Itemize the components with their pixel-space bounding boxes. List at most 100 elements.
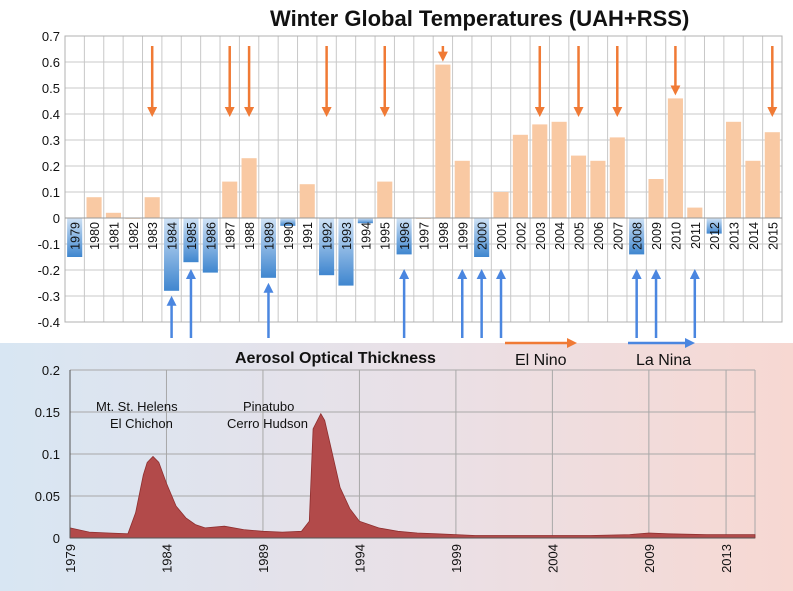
x-tick-label-1987: 1987	[224, 222, 238, 250]
aot-x-tick-label-1984: 1984	[159, 544, 174, 573]
temperature-bar-chart: 0.7 0.6 0.5 0.4 0.3 0.2 0.1 0 -0.1 -0.2 -0.3 -0.4 19…	[38, 29, 783, 338]
bar-2012	[706, 218, 722, 234]
y-tick-label: -0.2	[38, 263, 60, 278]
legend-la-nina-label: La Nina	[636, 352, 692, 369]
x-tick-label-2011: 2011	[689, 222, 703, 249]
bar-1989	[260, 218, 277, 278]
annotation-st-helens-line1: Mt. St. Helens	[96, 399, 178, 414]
aot-y-tick-label: 0.05	[35, 489, 60, 504]
y-tick-label: 0.5	[42, 81, 60, 96]
x-tick-label-2009: 2009	[650, 222, 664, 250]
temperature-chart-title: Winter Global Temperatures (UAH+RSS)	[270, 6, 690, 31]
annotation-pinatubo-line1: Pinatubo	[243, 399, 295, 414]
aot-x-tick-label-1979: 1979	[63, 544, 78, 573]
bar-2008	[629, 218, 645, 255]
x-tick-label-1990: 1990	[282, 222, 296, 250]
x-tick-label-2013: 2013	[728, 222, 742, 250]
bar-1984	[164, 218, 180, 291]
bar-2010	[667, 98, 683, 218]
x-tick-label-2002: 2002	[514, 222, 528, 250]
bar-2015	[764, 132, 780, 218]
x-tick-label-2000: 2000	[476, 222, 490, 250]
x-tick-label-1989: 1989	[262, 222, 276, 250]
x-tick-label-1997: 1997	[418, 222, 432, 250]
x-tick-label-1980: 1980	[88, 222, 102, 250]
x-tick-label-2004: 2004	[553, 222, 567, 250]
bar-2011	[687, 207, 703, 218]
aot-y-tick-label: 0.1	[42, 447, 60, 462]
legend-el-nino-label: El Nino	[515, 352, 567, 369]
bar-1985	[183, 218, 199, 263]
bar-1980	[86, 197, 102, 218]
x-tick-label-1979: 1979	[69, 222, 83, 250]
aot-x-tick-label-2004: 2004	[545, 544, 560, 573]
x-tick-label-1998: 1998	[437, 222, 451, 250]
bar-2001	[493, 192, 509, 218]
bar-2007	[609, 137, 625, 218]
aot-x-tick-label-2009: 2009	[642, 544, 657, 573]
x-tick-label-2005: 2005	[573, 222, 587, 250]
bar-1993	[338, 218, 354, 286]
x-tick-label-2015: 2015	[766, 222, 780, 250]
x-tick-label-1982: 1982	[127, 222, 141, 250]
y-tick-label: -0.4	[38, 315, 60, 330]
x-tick-label-1996: 1996	[398, 222, 412, 250]
x-tick-label-1994: 1994	[359, 222, 373, 250]
x-tick-label-1995: 1995	[379, 222, 393, 250]
bar-1987	[222, 181, 238, 218]
aot-y-tick-label: 0.15	[35, 405, 60, 420]
x-tick-label-2012: 2012	[708, 222, 722, 250]
annotation-st-helens-line2: El Chichon	[110, 416, 173, 431]
bar-2013	[725, 121, 742, 218]
bar-1991	[299, 184, 315, 218]
bar-1998	[435, 64, 451, 218]
bar-1983	[144, 197, 160, 218]
x-tick-label-2001: 2001	[495, 222, 509, 250]
x-tick-label-1991: 1991	[301, 222, 315, 250]
aerosol-chart-title: Aerosol Optical Thickness	[235, 350, 436, 367]
x-tick-label-2008: 2008	[631, 222, 645, 250]
x-tick-label-1986: 1986	[204, 222, 218, 250]
bar-1986	[202, 218, 218, 273]
bar-1992	[319, 218, 335, 276]
aot-x-tick-label-1994: 1994	[352, 544, 367, 573]
bar-2014	[745, 160, 761, 218]
bar-2004	[551, 121, 567, 218]
bar-2006	[590, 160, 606, 218]
aot-x-tick-label-1989: 1989	[256, 544, 271, 573]
x-tick-label-1988: 1988	[243, 222, 257, 250]
x-tick-label-1984: 1984	[166, 222, 180, 250]
bottom-panel-background	[0, 343, 793, 591]
x-tick-label-1993: 1993	[340, 222, 354, 250]
annotation-pinatubo-line2: Cerro Hudson	[227, 416, 308, 431]
bar-1994	[357, 218, 373, 224]
x-tick-label-2014: 2014	[747, 222, 761, 250]
y-tick-label: 0.2	[42, 159, 60, 174]
aot-area	[69, 412, 756, 539]
y-tick-label: 0.4	[42, 107, 60, 122]
x-tick-label-1992: 1992	[321, 222, 335, 250]
x-tick-label-2003: 2003	[534, 222, 548, 250]
x-tick-label-2007: 2007	[611, 222, 625, 250]
bar-1996	[396, 218, 412, 255]
bar-2009	[648, 179, 664, 218]
y-tick-label: 0.1	[42, 185, 60, 200]
x-tick-label-2010: 2010	[669, 222, 683, 250]
bar-1988	[241, 158, 257, 218]
bar-1981	[105, 212, 122, 218]
y-tick-label: -0.3	[38, 289, 60, 304]
bar-1995	[377, 181, 393, 218]
x-tick-label-1981: 1981	[107, 222, 121, 250]
bar-1999	[454, 160, 470, 218]
x-tick-label-1983: 1983	[146, 222, 160, 250]
y-tick-label: 0.7	[42, 29, 60, 44]
x-tick-label-1985: 1985	[185, 222, 199, 250]
y-tick-label: 0	[53, 211, 60, 226]
bar-2003	[532, 124, 548, 218]
aot-y-tick-label: 0	[53, 531, 60, 546]
x-tick-label-1999: 1999	[456, 222, 470, 250]
bar-2005	[570, 155, 587, 218]
bar-2002	[512, 134, 528, 218]
